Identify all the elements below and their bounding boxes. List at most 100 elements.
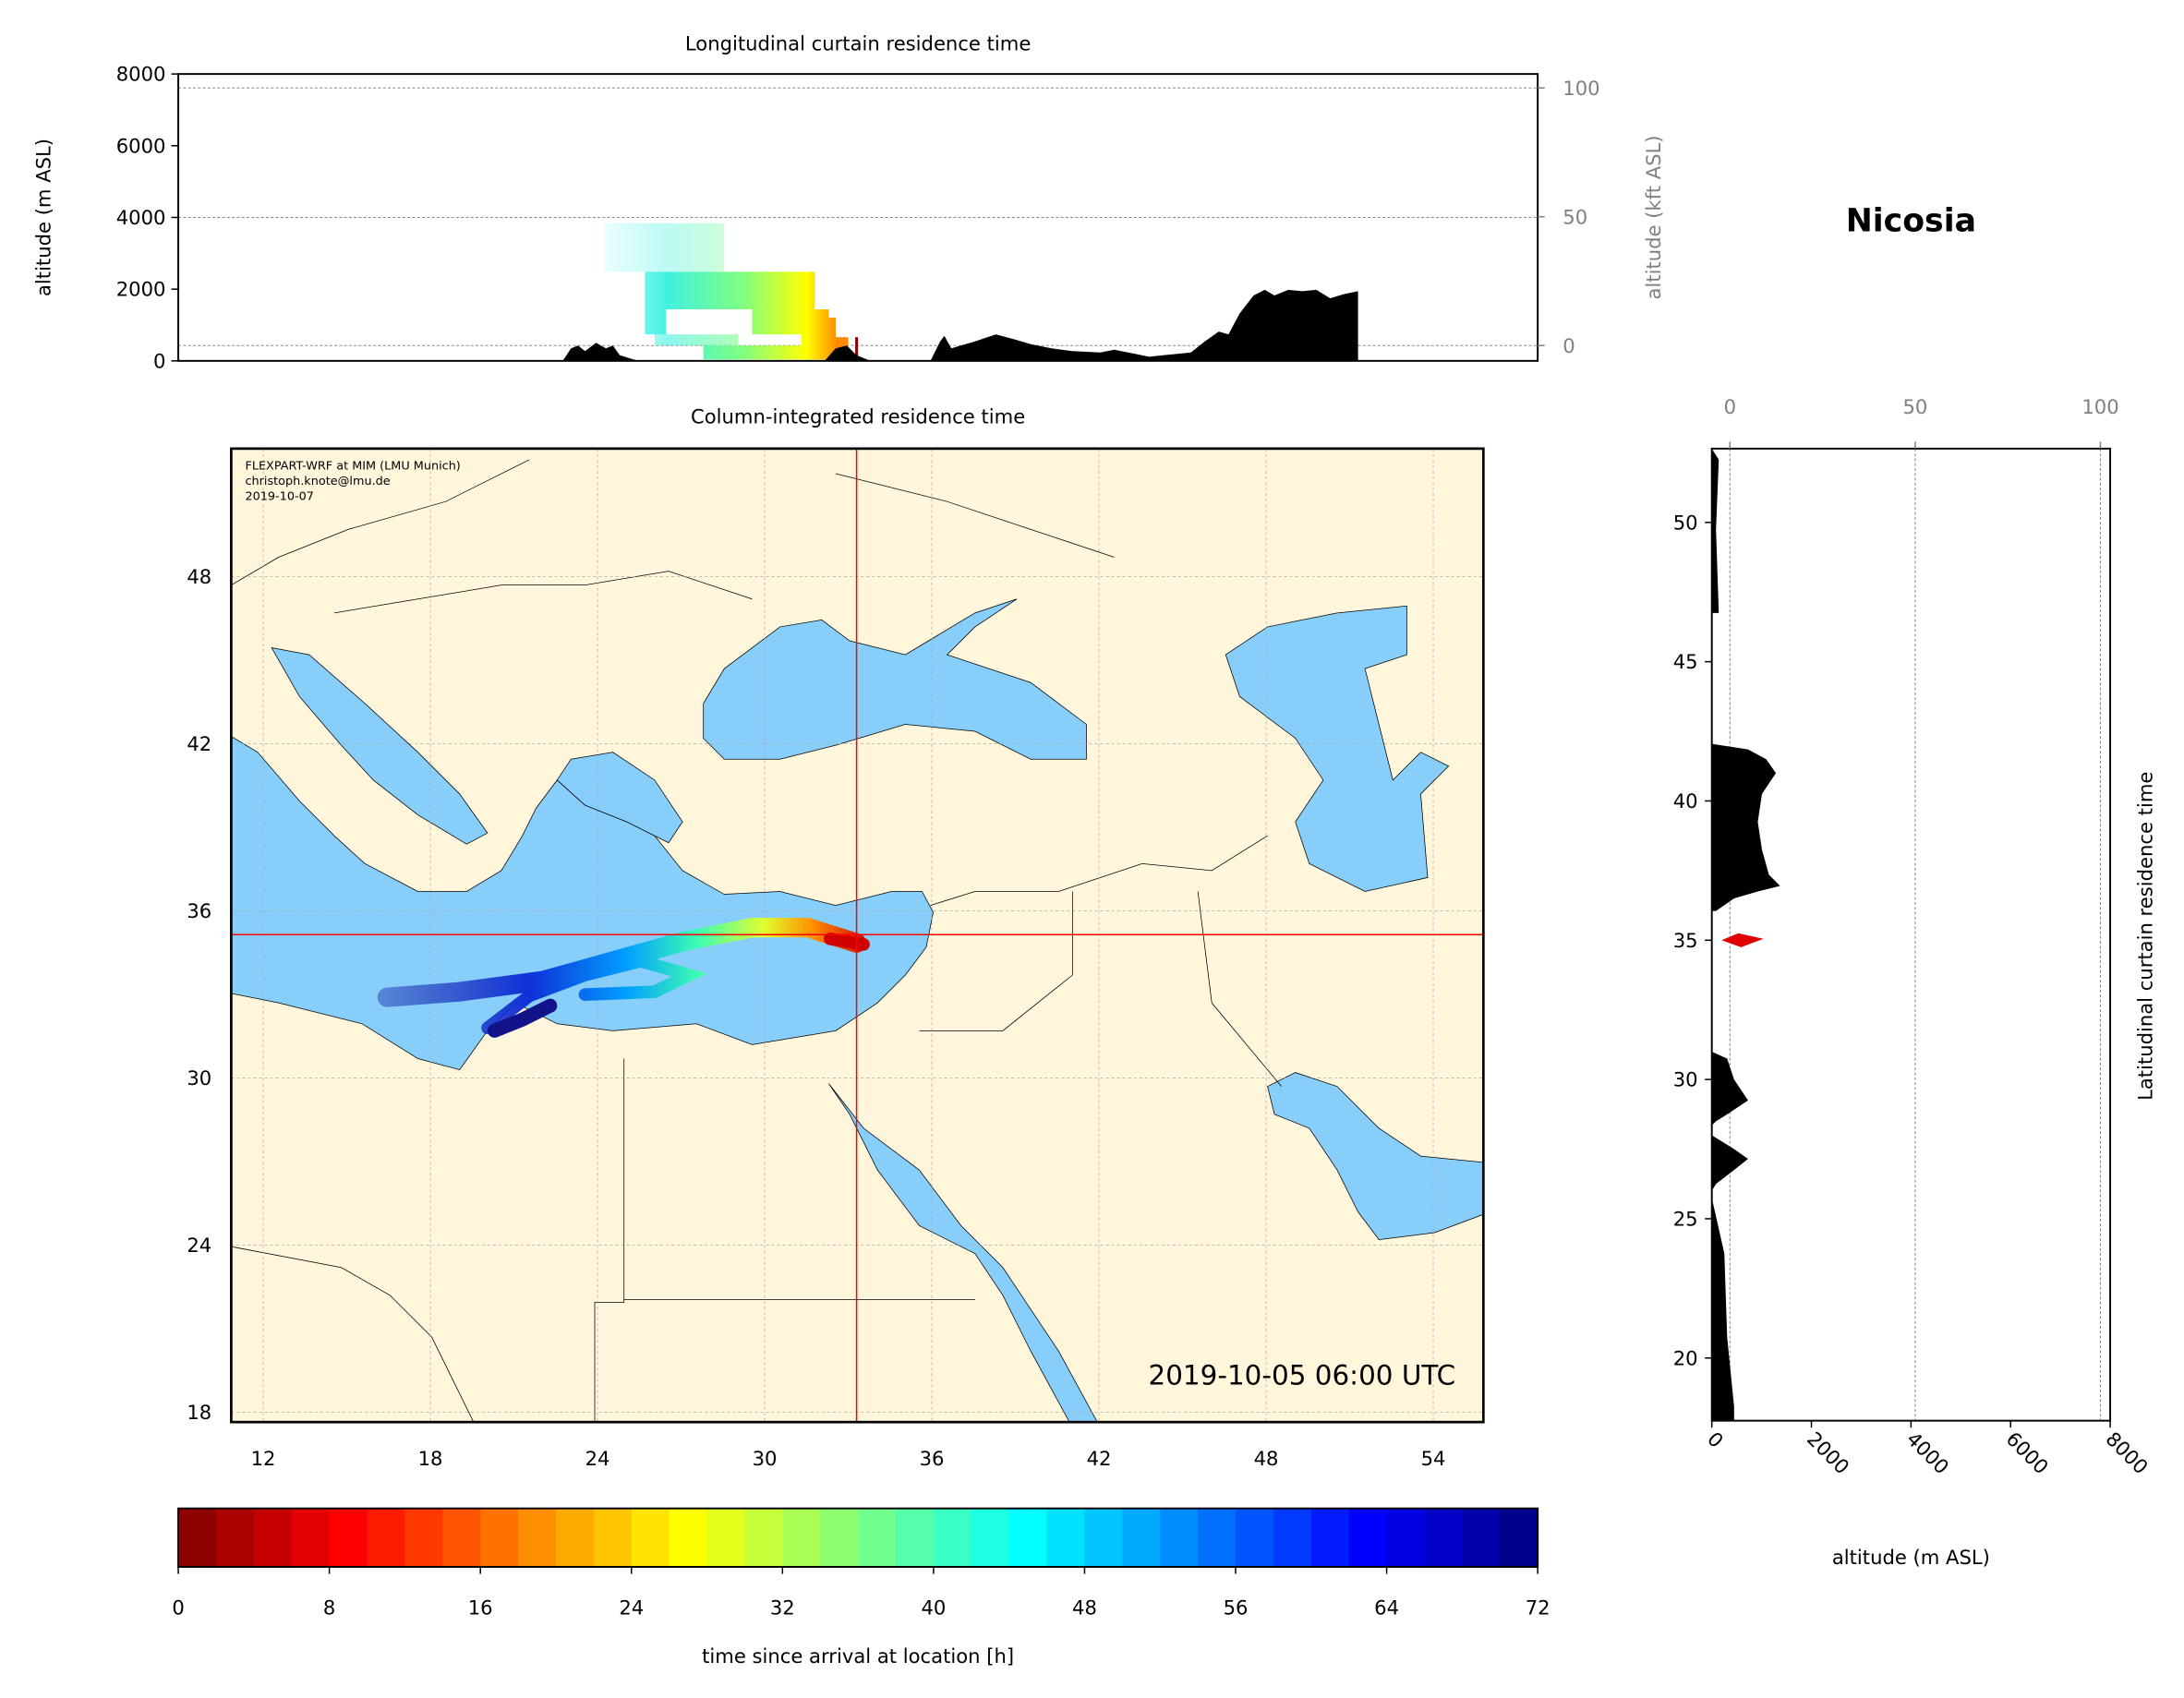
terrain-profile xyxy=(1711,1198,1734,1421)
colorbar-bin xyxy=(1386,1508,1426,1568)
colorbar-bin xyxy=(367,1508,406,1568)
top-right-ticks: 0 50 100 xyxy=(1538,77,1600,357)
column-integrated-map-panel: Column-integrated residence time xyxy=(187,405,1485,1470)
colorbar: 0 8 16 24 32 40 48 56 64 72 time since arrival at… xyxy=(172,1507,1551,1668)
colorbar-tick-label: 32 xyxy=(770,1596,795,1619)
lon-tick-label: 24 xyxy=(585,1447,610,1470)
colorbar-bin xyxy=(1198,1508,1237,1568)
red-sea xyxy=(828,1083,1098,1423)
colorbar-bin xyxy=(895,1508,935,1568)
colorbar-tick-label: 64 xyxy=(1374,1596,1399,1619)
plume-source xyxy=(824,932,870,951)
map-ticks: 12 18 24 30 36 42 48 54 18 24 30 36 42 48 xyxy=(187,565,1445,1470)
colorbar-bin xyxy=(706,1508,746,1568)
plume-band xyxy=(377,918,867,1007)
colorbar-bin xyxy=(329,1508,368,1568)
colorbar-bin xyxy=(291,1508,331,1568)
colorbar-tick-label: 56 xyxy=(1224,1596,1249,1619)
map-title: Column-integrated residence time xyxy=(691,405,1025,428)
lat-tick-label: 20 xyxy=(1673,1346,1698,1369)
curtain-cell xyxy=(654,334,739,346)
right-axes-frame xyxy=(1710,447,2112,1422)
lat-tick-label: 24 xyxy=(187,1234,211,1257)
lon-tick-label: 18 xyxy=(418,1447,443,1470)
colorbar-bin xyxy=(518,1508,557,1568)
colorbar-bins xyxy=(178,1508,1538,1568)
terrain-profile xyxy=(562,343,641,361)
border-line xyxy=(594,1058,625,1423)
colorbar-bin xyxy=(669,1508,708,1568)
colorbar-label: time since arrival at location [h] xyxy=(702,1644,1014,1668)
colorbar-bin xyxy=(933,1508,972,1568)
plume-tail xyxy=(487,998,558,1038)
lat-tick-label: 18 xyxy=(187,1401,211,1424)
lat-tick-label: 42 xyxy=(187,732,211,755)
credits: FLEXPART-WRF at MIM (LMU Munich) christo… xyxy=(245,459,460,503)
colorbar-bin xyxy=(1273,1508,1312,1568)
colorbar-tick-label: 40 xyxy=(921,1596,946,1619)
curtain-cell xyxy=(703,345,832,360)
colorbar-bin xyxy=(1160,1508,1199,1568)
colorbar-bin xyxy=(820,1508,859,1568)
colorbar-bin xyxy=(1348,1508,1388,1568)
longitudinal-curtain-panel: Longitudinal curtain residence time 0 200… xyxy=(31,31,1665,372)
colorbar-bin xyxy=(744,1508,784,1568)
colorbar-tick-label: 8 xyxy=(323,1596,335,1619)
colorbar-bin xyxy=(1462,1508,1502,1568)
colorbar-bin xyxy=(1310,1508,1350,1568)
right-xlabel: altitude (m ASL) xyxy=(1832,1546,1990,1569)
credit-line: FLEXPART-WRF at MIM (LMU Munich) xyxy=(245,459,460,473)
y-tick-label: 0 xyxy=(153,349,165,372)
lon-tick-label: 48 xyxy=(1254,1447,1279,1470)
top-terrain xyxy=(562,289,1358,361)
colorbar-bin xyxy=(555,1508,595,1568)
colorbar-bin xyxy=(178,1508,217,1568)
alt-tick-label: 6000 xyxy=(2002,1427,2054,1479)
colorbar-bin xyxy=(782,1508,821,1568)
colorbar-bin xyxy=(1424,1508,1464,1568)
alt-tick-label: 0 xyxy=(1703,1427,1728,1452)
colorbar-bin xyxy=(480,1508,519,1568)
kft-tick-label: 0 xyxy=(1724,395,1736,418)
lat-tick-label: 40 xyxy=(1673,789,1698,813)
colorbar-bin xyxy=(442,1508,481,1568)
colorbar-bin xyxy=(253,1508,293,1568)
terrain-profile xyxy=(1711,448,1719,613)
border-line xyxy=(231,459,530,586)
colorbar-bin xyxy=(593,1508,633,1568)
colorbar-frame xyxy=(177,1507,1539,1569)
latitudinal-curtain-panel: 20 25 30 35 40 45 50 0 2000 4000 6000 8000 0 50 100 al… xyxy=(1673,395,2157,1569)
colorbar-bin xyxy=(1084,1508,1124,1568)
lat-tick-label: 30 xyxy=(1673,1068,1698,1091)
aegean-sea xyxy=(556,752,683,844)
lon-tick-label: 42 xyxy=(1087,1447,1112,1470)
terrain-profile xyxy=(1711,1051,1748,1126)
curtain-cell xyxy=(604,223,725,272)
top-ylabel-right: altitude (kft ASL) xyxy=(1642,135,1665,299)
colorbar-bin xyxy=(1046,1508,1086,1568)
y-tick-right-label: 0 xyxy=(1563,334,1575,357)
right-terrain xyxy=(1711,448,1780,1421)
colorbar-bin xyxy=(404,1508,444,1568)
colorbar-bin xyxy=(1122,1508,1161,1568)
y-tick-label: 6000 xyxy=(116,134,166,157)
curtain-cell xyxy=(645,309,666,335)
y-tick-label: 8000 xyxy=(116,63,166,86)
colorbar-bin xyxy=(971,1508,1010,1568)
station-name: Nicosia xyxy=(1846,203,1976,240)
y-tick-label: 4000 xyxy=(116,206,166,229)
alt-tick-label: 8000 xyxy=(2101,1427,2153,1479)
colorbar-bin xyxy=(215,1508,255,1568)
curtain-residence-marker xyxy=(1721,933,1764,947)
alt-tick-label: 2000 xyxy=(1803,1427,1854,1479)
top-ylabel: altitude (m ASL) xyxy=(31,138,54,296)
right-title: Latitudinal curtain residence time xyxy=(2133,772,2156,1101)
colorbar-tick-label: 72 xyxy=(1526,1596,1551,1619)
lat-tick-label: 50 xyxy=(1673,511,1698,534)
alt-tick-label: 4000 xyxy=(1902,1427,1954,1479)
map-frame xyxy=(230,447,1485,1424)
right-gridlines xyxy=(1729,448,2102,1421)
lon-tick-label: 36 xyxy=(920,1447,945,1470)
terrain-profile xyxy=(1711,1135,1748,1191)
